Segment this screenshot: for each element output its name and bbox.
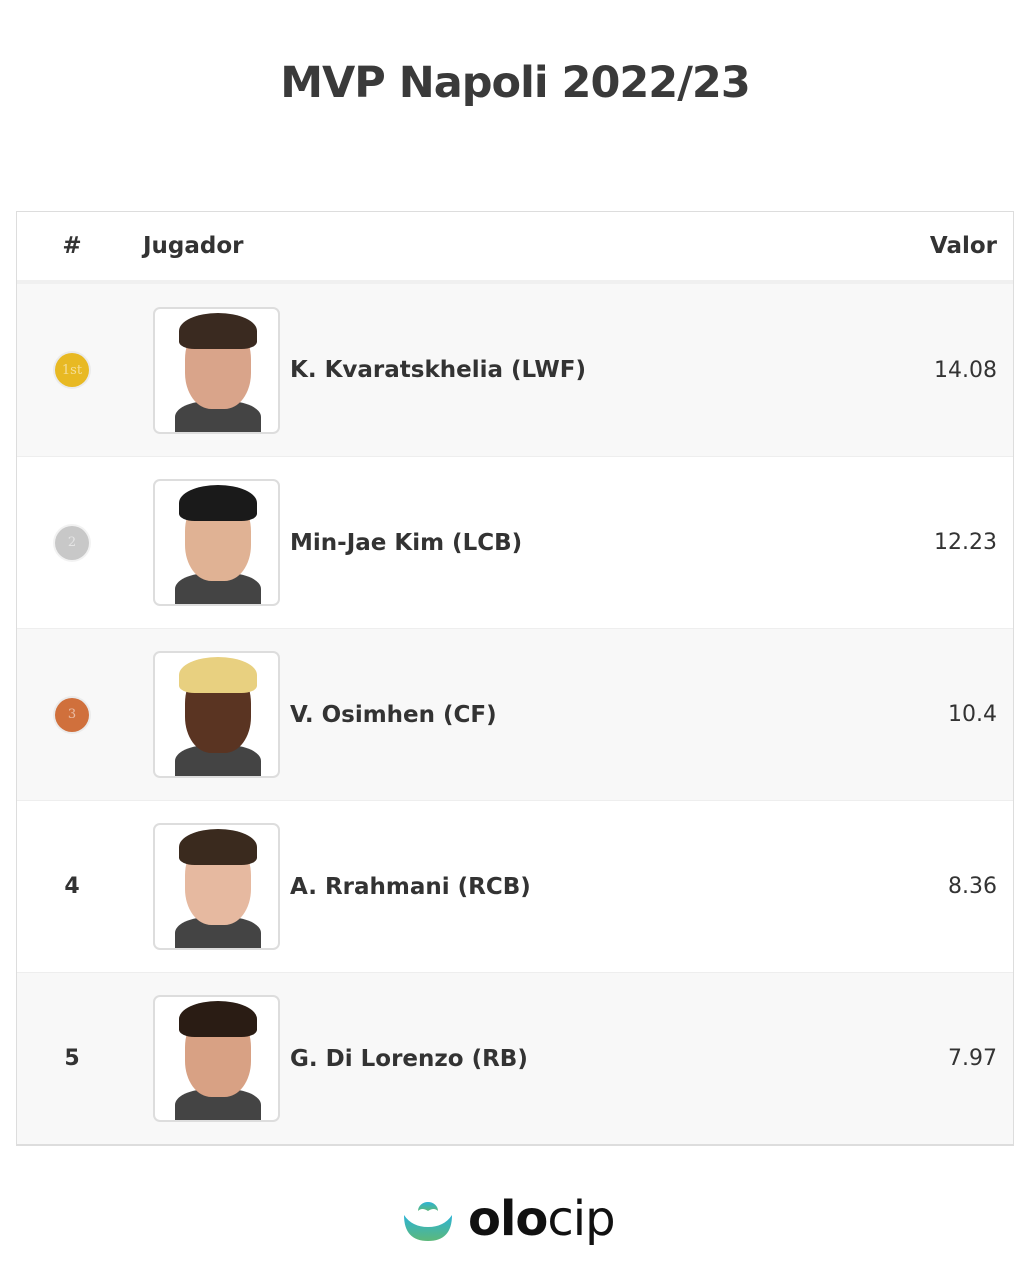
table-row: 3 V. Osimhen (CF) 10.4 [17, 628, 1013, 800]
player-photo [153, 479, 280, 606]
player-photo [153, 823, 280, 950]
table-body: 1st K. Kvaratskhelia (LWF) 14.08 2 Min-Ja… [17, 284, 1013, 1144]
table-row: 1st K. Kvaratskhelia (LWF) 14.08 [17, 284, 1013, 456]
player-photo [153, 995, 280, 1122]
player-value: 8.36 [948, 874, 997, 899]
player-name: Min-Jae Kim (LCB) [290, 529, 523, 556]
gold-medal-icon: 1st [55, 353, 89, 387]
ranking-table: # Jugador Valor 1st K. Kvaratskhelia (LW… [16, 211, 1014, 1146]
header-value: Valor [929, 233, 997, 259]
logo-text-light: cip [547, 1191, 615, 1247]
player-photo [153, 306, 280, 434]
rank-cell: 3 [17, 697, 127, 732]
olocip-logo-icon [404, 1202, 452, 1241]
player-name: A. Rrahmani (RCB) [290, 873, 531, 900]
bronze-medal-icon: 3 [55, 697, 89, 732]
player-value: 12.23 [934, 530, 997, 555]
header-player: Jugador [143, 233, 244, 259]
rank-cell: 1st [17, 353, 127, 387]
player-value: 7.97 [948, 1046, 997, 1071]
player-name: G. Di Lorenzo (RB) [290, 1045, 528, 1072]
rank-cell: 5 [64, 1046, 80, 1071]
player-photo [153, 651, 280, 778]
table-row: 5 G. Di Lorenzo (RB) 7.97 [17, 972, 1013, 1144]
header-rank: # [62, 233, 82, 259]
table-header: # Jugador Valor [17, 212, 1013, 284]
player-name: K. Kvaratskhelia (LWF) [290, 357, 586, 383]
page-title: MVP Napoli 2022/23 [280, 58, 751, 108]
player-name: V. Osimhen (CF) [290, 701, 497, 728]
olocip-logo: olocip [402, 1195, 616, 1243]
logo-text-bold: olo [468, 1191, 548, 1247]
player-value: 14.08 [934, 357, 997, 383]
silver-medal-icon: 2 [55, 525, 89, 560]
rank-cell: 2 [17, 525, 127, 560]
table-row: 4 A. Rrahmani (RCB) 8.36 [17, 800, 1013, 972]
player-value: 10.4 [948, 702, 997, 727]
table-row: 2 Min-Jae Kim (LCB) 12.23 [17, 456, 1013, 628]
rank-cell: 4 [64, 874, 80, 899]
